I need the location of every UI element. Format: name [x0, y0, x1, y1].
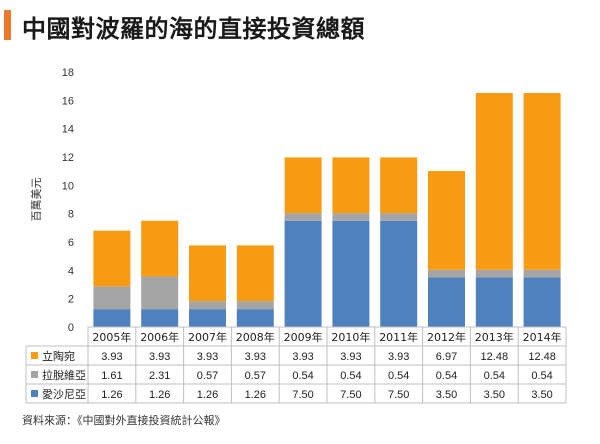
category-label: 2013年 [475, 330, 514, 344]
category-label: 2006年 [140, 330, 179, 344]
data-label: 7.50 [388, 389, 409, 401]
data-label: 0.54 [292, 370, 313, 382]
bar-segment [332, 220, 370, 327]
bar-segment [332, 157, 370, 214]
bar-segment [523, 92, 561, 270]
bar-segment [141, 309, 179, 327]
data-label: 0.57 [245, 370, 266, 382]
y-tick-label: 10 [62, 180, 74, 192]
bar-segment [93, 230, 131, 287]
bar-segment [93, 309, 131, 327]
bar-segment [380, 157, 418, 214]
data-label: 1.26 [149, 389, 170, 401]
data-label: 3.50 [436, 389, 457, 401]
bar-segment [141, 276, 179, 310]
bars [93, 92, 561, 327]
data-label: 0.54 [340, 370, 361, 382]
category-label: 2009年 [284, 330, 323, 344]
data-label: 12.48 [528, 351, 556, 363]
data-label: 3.93 [388, 351, 409, 363]
bar-segment [141, 220, 179, 277]
bar-segment [236, 245, 274, 302]
data-label: 7.50 [292, 389, 313, 401]
data-label: 1.26 [197, 389, 218, 401]
bar-segment [475, 92, 513, 270]
data-label: 1.26 [101, 389, 122, 401]
y-tick-label: 6 [68, 237, 74, 249]
data-label: 6.97 [436, 351, 457, 363]
y-tick-label: 16 [62, 95, 74, 107]
bar-segment [284, 213, 322, 221]
data-label: 3.93 [197, 351, 218, 363]
bar-segment [284, 157, 322, 214]
bar-segment [189, 309, 226, 327]
category-label: 2010年 [331, 330, 370, 344]
data-label: 3.50 [531, 389, 552, 401]
bar-segment [332, 213, 370, 221]
data-label: 0.54 [484, 370, 505, 382]
y-tick-label: 14 [62, 124, 74, 136]
data-label: 3.93 [101, 351, 122, 363]
data-label: 12.48 [481, 351, 509, 363]
bar-segment [475, 277, 513, 327]
bar-segment [475, 269, 513, 278]
category-label: 2008年 [236, 330, 275, 344]
category-label: 2014年 [523, 330, 562, 344]
legend-label: 拉脫維亞 [42, 368, 86, 382]
legend-swatch [31, 352, 38, 359]
y-tick-label: 0 [68, 322, 74, 334]
bar-segment [523, 277, 561, 327]
data-label: 3.93 [149, 351, 170, 363]
category-label: 2007年 [188, 330, 227, 344]
y-tick-label: 12 [62, 152, 74, 164]
y-axis-label: 百萬美元 [30, 178, 43, 222]
legend-label: 立陶宛 [42, 349, 75, 363]
category-label: 2012年 [427, 330, 466, 344]
category-label: 2011年 [379, 330, 418, 344]
bar-segment [189, 245, 226, 302]
y-tick-label: 18 [62, 67, 74, 79]
bar-segment [428, 269, 465, 278]
data-label: 0.54 [531, 370, 552, 382]
data-label: 0.54 [436, 370, 457, 382]
chart-title: 中國對波羅的海的直接投資總額 [22, 15, 365, 43]
bar-segment [428, 171, 465, 270]
bar-segment [93, 286, 131, 310]
data-label: 3.50 [484, 389, 505, 401]
y-tick-label: 2 [68, 294, 74, 306]
bar-segment [523, 269, 561, 278]
data-label: 0.54 [388, 370, 409, 382]
bar-segment [236, 301, 274, 310]
data-label: 3.93 [340, 351, 361, 363]
legend-swatch [31, 371, 38, 378]
data-label: 0.57 [197, 370, 218, 382]
bar-segment [428, 277, 465, 327]
source-note: 資料來源：《中國對外直接投資統計公報》 [22, 414, 226, 427]
data-table: 2005年 2006年 2007年 2008年 2009年 2010年 2011年 2012年… [25, 326, 567, 404]
bar-segment [380, 213, 418, 221]
data-label: 3.93 [245, 351, 266, 363]
bar-segment [236, 309, 274, 327]
bar-segment [189, 301, 226, 310]
bar-segment [380, 220, 418, 327]
y-tick-label: 8 [68, 209, 74, 221]
y-tick-label: 4 [68, 265, 74, 277]
data-label: 3.93 [292, 351, 313, 363]
data-label: 1.61 [101, 370, 122, 382]
bar-segment [284, 220, 322, 327]
title-accent-bar [4, 10, 11, 40]
legend-label: 愛沙尼亞 [42, 388, 86, 401]
data-label: 1.26 [245, 389, 266, 401]
category-label: 2005年 [92, 330, 131, 344]
data-label: 2.31 [149, 370, 170, 382]
data-label: 7.50 [340, 389, 361, 401]
legend-swatch [31, 390, 38, 397]
y-axis: 0 2 4 6 8 10 12 14 16 18 [62, 67, 74, 334]
